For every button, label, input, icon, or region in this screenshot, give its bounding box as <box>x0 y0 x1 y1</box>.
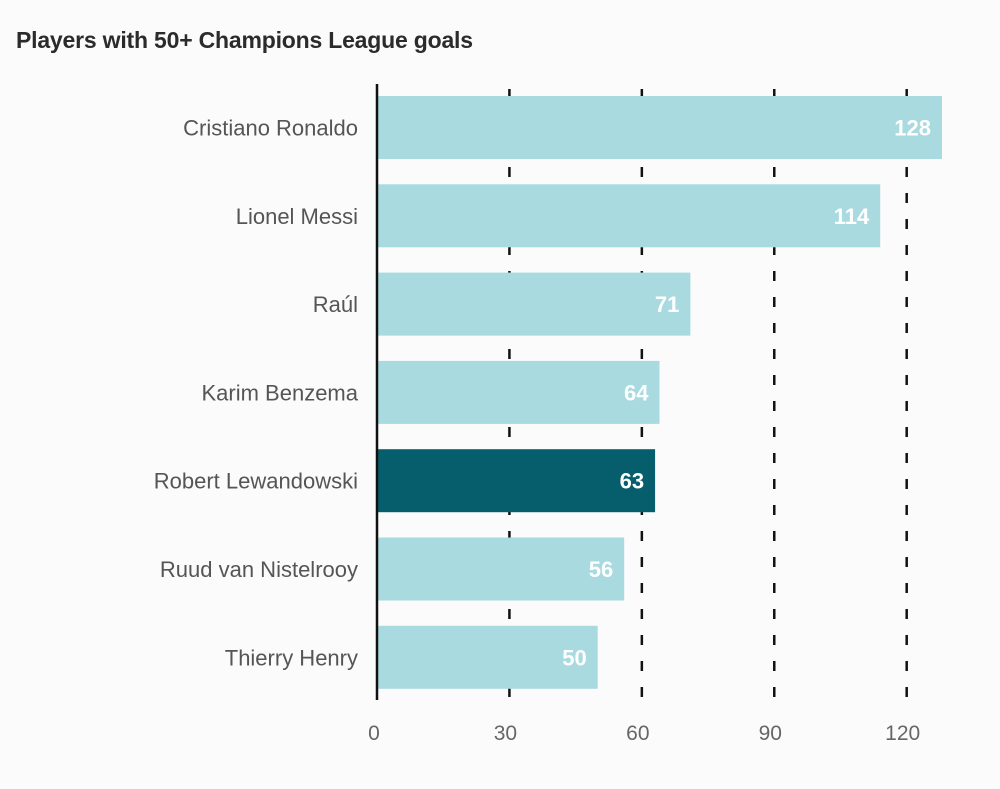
bar <box>377 96 942 159</box>
value-label: 50 <box>562 645 586 670</box>
bars <box>377 96 942 689</box>
x-tick-label: 0 <box>368 722 380 745</box>
category-label: Karim Benzema <box>201 380 358 405</box>
category-label: Ruud van Nistelrooy <box>160 557 358 582</box>
x-tick-label: 120 <box>885 722 920 745</box>
category-label: Cristiano Ronaldo <box>183 116 358 141</box>
chart-title: Players with 50+ Champions League goals <box>16 27 473 53</box>
bar <box>377 625 598 689</box>
value-label: 128 <box>894 116 931 141</box>
bar <box>377 449 656 513</box>
value-label: 114 <box>834 204 870 229</box>
bar <box>377 184 881 248</box>
x-tick-label: 60 <box>626 722 649 745</box>
value-label: 63 <box>620 469 644 494</box>
x-axis-tick-labels: 0 30 60 90 120 <box>368 722 920 745</box>
bar <box>377 537 625 601</box>
value-label: 64 <box>624 380 649 405</box>
value-labels: 128 114 71 64 63 56 50 <box>562 116 931 671</box>
value-label: 71 <box>655 292 679 317</box>
value-label: 56 <box>589 557 613 582</box>
category-label: Robert Lewandowski <box>154 469 358 494</box>
bar <box>377 272 691 336</box>
bar <box>377 360 660 424</box>
category-label: Thierry Henry <box>225 645 358 670</box>
category-label: Raúl <box>313 292 358 317</box>
category-labels: Cristiano Ronaldo Lionel Messi Raúl Karim B… <box>154 116 359 671</box>
x-tick-label: 90 <box>759 722 782 745</box>
category-label: Lionel Messi <box>236 204 358 229</box>
x-tick-label: 30 <box>494 722 517 745</box>
